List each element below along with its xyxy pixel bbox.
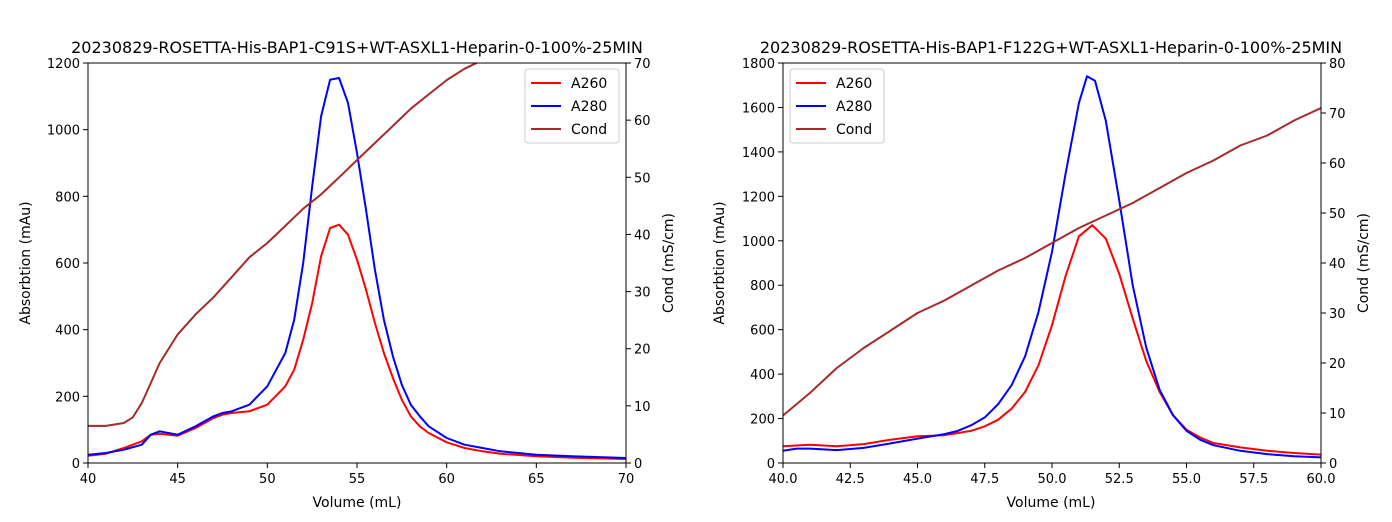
y-tick-label: 0 (72, 457, 80, 472)
y-axis-label: Absorbtion (mAu) (18, 201, 34, 324)
x-tick-label: 52.5 (1105, 472, 1134, 487)
legend-box (789, 68, 885, 144)
y2-tick-label: 40 (634, 228, 651, 243)
x-tick-label: 45.0 (903, 472, 932, 487)
x-tick-label: 47.5 (970, 472, 999, 487)
y-tick-label: 800 (55, 190, 80, 205)
y-tick-label: 1400 (742, 146, 775, 161)
series-line-cond (88, 63, 479, 427)
y2-tick-label: 10 (1329, 407, 1346, 422)
legend-entry: Cond (836, 122, 872, 138)
y-tick-label: 600 (750, 324, 775, 339)
legend-entry: Cond (571, 122, 607, 138)
x-tick-label: 57.5 (1239, 472, 1268, 487)
legend: A260 A280 Cond (524, 68, 620, 144)
x-tick-label: 55.0 (1172, 472, 1201, 487)
chart-c91s: 20230829-ROSETTA-His-BAP1-C91S+WT-ASXL1-… (18, 38, 677, 511)
y2-axis-label: Cond (mS/cm) (1356, 213, 1372, 313)
y2-tick-label: 20 (1329, 357, 1346, 372)
x-tick-label: 42.5 (836, 472, 865, 487)
y2-tick-label: 40 (1329, 257, 1346, 272)
y2-tick-label: 30 (1329, 307, 1346, 322)
x-tick-label: 40 (80, 472, 97, 487)
series-line-a260 (88, 223, 626, 460)
y-tick-label: 1600 (742, 101, 775, 116)
legend-entry: A280 (836, 99, 872, 115)
y-tick-label: 800 (750, 279, 775, 294)
legend: A260 A280 Cond (789, 68, 885, 144)
y-tick-label: 600 (55, 257, 80, 272)
y-tick-label: 1800 (742, 57, 775, 72)
y-axis-label: Absorbtion (mAu) (712, 201, 728, 324)
y-tick-label: 200 (55, 390, 80, 405)
x-tick-label: 55 (349, 472, 366, 487)
y-tick-label: 400 (750, 368, 775, 383)
y-tick-label: 200 (750, 413, 775, 428)
plot-area: 40 45 50 55 60 65 7002004006008001000120001020… (47, 57, 651, 487)
y2-tick-label: 60 (634, 114, 651, 129)
y-tick-label: 0 (767, 457, 775, 472)
x-tick-label: 70 (618, 472, 635, 487)
y2-tick-label: 80 (1329, 57, 1346, 72)
x-axis-label: Volume (mL) (313, 495, 402, 511)
x-tick-label: 50.0 (1038, 472, 1067, 487)
y-tick-label: 1000 (742, 235, 775, 250)
x-tick-label: 40.0 (769, 472, 798, 487)
series-line-a260 (783, 224, 1321, 456)
series-line-cond (783, 107, 1321, 417)
x-tick-label: 65 (528, 472, 545, 487)
chart-title: 20230829-ROSETTA-His-BAP1-C91S+WT-ASXL1-… (71, 38, 643, 57)
y2-tick-label: 30 (634, 286, 651, 301)
series-line-a280 (88, 77, 626, 459)
legend-box (524, 68, 620, 144)
x-tick-label: 60 (438, 472, 455, 487)
y2-tick-label: 0 (634, 457, 642, 472)
y2-axis-label: Cond (mS/cm) (661, 213, 677, 313)
y2-tick-label: 50 (1329, 207, 1346, 222)
y-tick-label: 1000 (47, 124, 80, 139)
x-axis-label: Volume (mL) (1007, 495, 1096, 511)
x-tick-label: 60.0 (1307, 472, 1336, 487)
legend-entry: A260 (571, 76, 607, 92)
series-line-a280 (783, 75, 1321, 459)
legend-entry: A260 (836, 76, 872, 92)
chart-title: 20230829-ROSETTA-His-BAP1-F122G+WT-ASXL1… (760, 38, 1342, 57)
chart-f122g: 20230829-ROSETTA-His-BAP1-F122G+WT-ASXL1… (712, 38, 1372, 511)
plot-area: 40.0 42.5 45.0 47.5 50.0 52.5 55.0 57.5 60.00200… (742, 57, 1346, 487)
y2-tick-label: 20 (634, 343, 651, 358)
y2-tick-label: 0 (1329, 457, 1337, 472)
y2-tick-label: 10 (634, 400, 651, 415)
legend-entry: A280 (571, 99, 607, 115)
y2-tick-label: 70 (1329, 107, 1346, 122)
y2-tick-label: 60 (1329, 157, 1346, 172)
x-tick-label: 45 (169, 472, 186, 487)
y-tick-label: 1200 (742, 190, 775, 205)
x-tick-label: 50 (259, 472, 276, 487)
y-tick-label: 1200 (47, 57, 80, 72)
y2-tick-label: 70 (634, 57, 651, 72)
y-tick-label: 400 (55, 324, 80, 339)
y2-tick-label: 50 (634, 171, 651, 186)
